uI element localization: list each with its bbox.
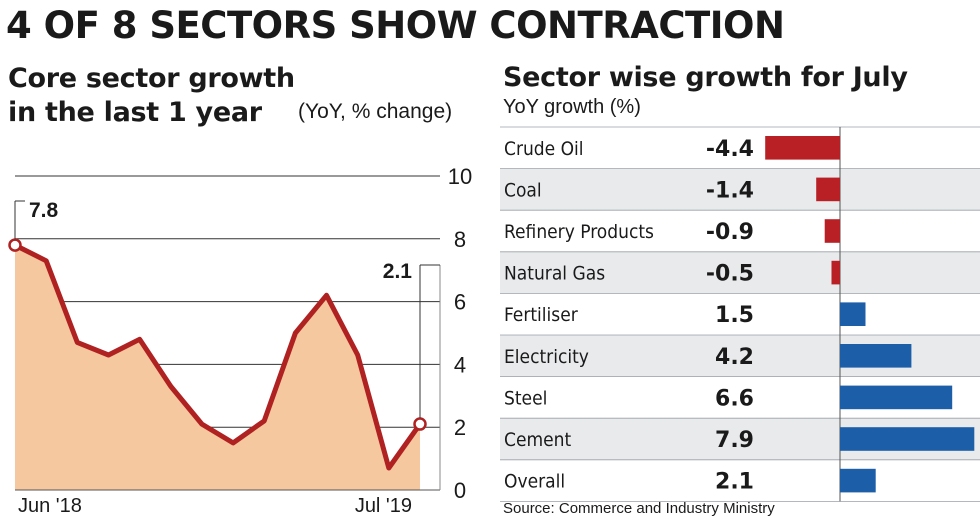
line-chart-title-line-2: in the last 1 year bbox=[8, 97, 262, 128]
category-label: Electricity bbox=[504, 346, 589, 368]
y-tick-label: 2 bbox=[454, 415, 466, 440]
table-row-stripe bbox=[500, 168, 980, 211]
category-label: Fertiliser bbox=[504, 304, 579, 326]
bar bbox=[840, 344, 912, 368]
x-tick-label: Jul '19 bbox=[355, 495, 412, 517]
x-tick-label: Jun '18 bbox=[18, 495, 82, 517]
core-sector-line-chart: 0 2 4 6 8 10 7.8 2.1 Jun '18 Jul '19 bbox=[8, 164, 472, 517]
line-chart-unit-label: (YoY, % change) bbox=[298, 100, 453, 123]
line-chart-title-line-1: Core sector growth bbox=[8, 63, 295, 94]
bar bbox=[840, 385, 953, 410]
annotation-marker bbox=[413, 417, 427, 431]
bar bbox=[840, 427, 975, 451]
line-chart-title: Core sector growth in the last 1 year bbox=[8, 62, 308, 130]
bar-chart-subtitle: YoY growth (%) bbox=[503, 96, 641, 118]
y-tick-label: 10 bbox=[448, 164, 472, 189]
bar bbox=[824, 219, 840, 243]
value-label: 2.1 bbox=[715, 470, 754, 495]
y-tick-label: 0 bbox=[454, 478, 466, 503]
value-label: -0.9 bbox=[706, 220, 754, 245]
category-label: Cement bbox=[504, 429, 571, 451]
source-note: Source: Commerce and Industry Ministry bbox=[503, 500, 775, 517]
bar bbox=[816, 177, 840, 202]
value-label: 6.6 bbox=[715, 386, 754, 411]
bar bbox=[765, 136, 840, 160]
y-tick-label: 6 bbox=[454, 290, 466, 315]
value-label: 4.2 bbox=[715, 345, 754, 370]
bar-chart-title: Sector wise growth for July bbox=[503, 62, 908, 93]
value-label: -1.4 bbox=[706, 178, 754, 203]
category-label: Natural Gas bbox=[504, 263, 605, 285]
bar bbox=[840, 302, 866, 326]
y-tick-label: 8 bbox=[454, 227, 466, 252]
series-line bbox=[12, 242, 423, 471]
category-label: Refinery Products bbox=[504, 221, 654, 243]
category-label: Crude Oil bbox=[504, 138, 584, 160]
annotation-marker bbox=[8, 238, 22, 252]
value-label: -0.5 bbox=[706, 262, 754, 287]
bar bbox=[840, 468, 876, 493]
y-tick-label: 4 bbox=[454, 352, 466, 377]
category-label: Steel bbox=[504, 387, 547, 409]
category-label: Coal bbox=[504, 179, 542, 201]
annotation-label: 7.8 bbox=[29, 199, 59, 222]
category-label: Overall bbox=[504, 471, 565, 493]
value-label: -4.4 bbox=[706, 137, 754, 162]
annotation-label: 2.1 bbox=[383, 260, 413, 283]
headline: 4 OF 8 SECTORS SHOW CONTRACTION bbox=[6, 4, 785, 47]
table-row-stripe bbox=[500, 251, 980, 294]
value-label: 7.9 bbox=[715, 428, 754, 453]
bar bbox=[831, 260, 840, 285]
value-label: 1.5 bbox=[715, 303, 754, 328]
